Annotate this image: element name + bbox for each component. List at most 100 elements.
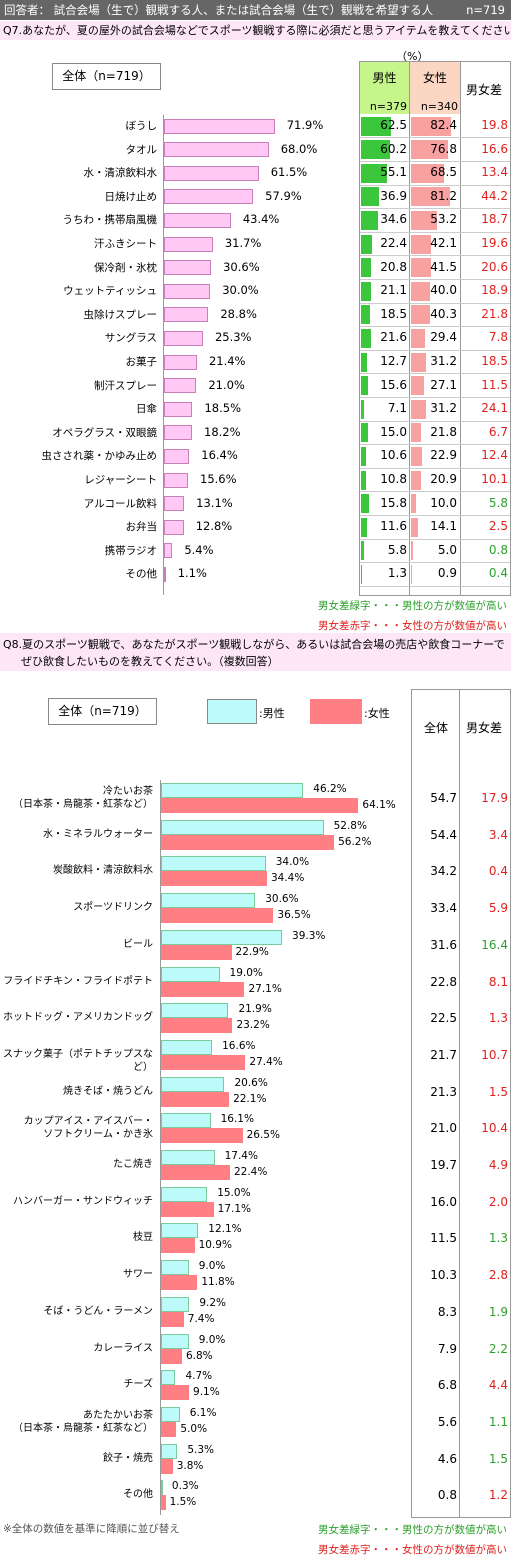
q8-total-value: 16.0 [430, 1194, 457, 1209]
q7-female-bar [411, 470, 422, 490]
q8-diff-value: 1.3 [488, 1011, 508, 1026]
q8-male-bar [161, 1260, 189, 1276]
male-header-cell: 男性 n=379 [360, 62, 409, 114]
q8-female-value: 26.5% [246, 1129, 280, 1142]
q8-category-label: そば・うどん・ラーメン [43, 1305, 153, 1317]
q7-female-value: 76.8 [430, 141, 457, 156]
male-header-label: 男性 [372, 71, 397, 85]
q7-row-line [360, 137, 510, 139]
q7-overall-value: 15.6% [200, 472, 237, 486]
q8-female-value: 23.2% [236, 1019, 270, 1032]
q8-male-value: 39.3% [292, 929, 326, 942]
q7-female-value: 68.5 [430, 165, 457, 180]
q8-male-value: 19.0% [229, 966, 263, 979]
q7-female-bar [411, 541, 414, 561]
q8-category-label: スポーツドリンク [73, 902, 153, 914]
q7-diff-value: 24.1 [481, 401, 508, 416]
q7-unit: （%） [396, 50, 429, 63]
q8-category-label: 餃子・焼売 [103, 1452, 153, 1464]
q7-overall-value: 16.4% [201, 448, 238, 463]
q8-female-value: 9.1% [193, 1386, 220, 1399]
q7-overall-value: 18.5% [204, 401, 242, 416]
q8-category-label: 焼きそば・焼うどん [63, 1085, 153, 1097]
q8-female-value: 1.5% [169, 1496, 197, 1509]
q7-overall-value: 25.3% [214, 330, 252, 345]
q8-question-line1: Q8.夏のスポーツ観戦で、あなたがスポーツ観戦しながら、あるいは試合会場の売店や… [3, 638, 505, 651]
q8-male-value: 5.3% [187, 1443, 214, 1456]
q8-category-label: ハンバーガー・サンドウィッチ [13, 1195, 153, 1207]
q7-row-line [360, 349, 510, 351]
q8-male-value: 12.1% [208, 1223, 242, 1236]
q8-category-label: サワー [123, 1269, 153, 1281]
q7-male-bar [361, 446, 367, 466]
q7-question: Q7.あなたが、夏の屋外の試合会場などでスポーツ観戦する際に必須だと思うアイテム… [0, 21, 511, 40]
q8-category-label: スナック菓子（ポテトチップスなど） [3, 1048, 153, 1073]
q8-female-bar [161, 908, 274, 924]
q7-overall-bar [164, 566, 166, 582]
q7-row-line [360, 184, 510, 186]
q7-row-line [360, 208, 510, 210]
q8-female-bar [161, 1238, 195, 1254]
q7-row-line [360, 491, 510, 493]
q7-category-label: サングラス [104, 332, 157, 345]
q7-row-line [360, 326, 510, 328]
q8-male-value: 46.2% [313, 783, 347, 795]
q8-male-value: 30.6% [265, 893, 299, 906]
q8-female-bar [161, 1128, 243, 1144]
q7-male-bar [361, 541, 364, 561]
q8-overall-label: 全体（n=719） [48, 698, 157, 725]
q7-female-value: 82.4 [430, 118, 457, 132]
q7-legend-red: 男女差赤字・・・女性の方が数値が高い [318, 620, 507, 632]
q8-table-frame [411, 689, 511, 1518]
q7-diff-value: 5.8 [488, 495, 508, 510]
q8-female-bar [161, 871, 267, 887]
q7-male-value: 62.5 [380, 118, 407, 132]
q7-row-line [360, 444, 510, 446]
q7-female-bar [411, 210, 437, 230]
q7-category-label: 虫さされ薬・かゆみ止め [41, 450, 158, 463]
q7-male-bar [361, 470, 367, 490]
q7-row-line [360, 420, 510, 422]
q8-total-value: 22.8 [430, 974, 457, 989]
q7-female-value: 29.4 [430, 330, 457, 345]
q8-legend-female: :女性 [364, 707, 390, 720]
q7-female-value: 40.0 [430, 283, 457, 298]
q7-category-label: お菓子 [125, 356, 158, 368]
q7-male-value: 5.8 [387, 542, 407, 557]
q8-female-bar [161, 1421, 177, 1437]
q7-male-value: 15.6 [380, 377, 407, 392]
q8-category-label: その他 [123, 1489, 153, 1501]
q8-female-bar [161, 1458, 173, 1474]
q7-overall-value: 5.4% [184, 542, 214, 557]
q8-category-label: あたたかいお茶 [83, 1409, 153, 1421]
q7-male-value: 18.5 [380, 306, 407, 321]
q8-female-bar [161, 981, 245, 997]
q7-diff-value: 19.8 [481, 118, 508, 132]
q8-female-value: 64.1% [362, 799, 396, 811]
q7-category-label: ぼうし [125, 120, 158, 132]
q7-overall-bar [164, 260, 212, 276]
q8-male-value: 16.6% [222, 1039, 256, 1052]
q7-diff-value: 11.5 [481, 377, 508, 392]
q7-male-value: 10.8 [380, 472, 407, 486]
q8-male-bar [161, 1296, 190, 1312]
q7-row-line [360, 255, 510, 257]
q8-total-value: 33.4 [430, 901, 457, 916]
q8-total-value: 54.4 [430, 827, 457, 842]
q8-male-value: 20.6% [234, 1076, 268, 1089]
q7-male-bar [361, 140, 390, 160]
q8-category-label: たこ焼き [113, 1159, 153, 1170]
q8-male-bar [161, 1113, 211, 1129]
q7-overall-value: 61.5% [270, 165, 308, 180]
q8-total-value: 31.6 [430, 937, 457, 952]
q7-male-bar [361, 494, 369, 514]
q7-male-value: 20.8 [380, 259, 407, 274]
q7-diff-value: 10.1 [481, 472, 508, 486]
q7-category-label: タオル [125, 143, 158, 156]
q7-female-bar [411, 423, 422, 443]
q7-diff-value: 44.2 [481, 188, 508, 203]
q8-female-value: 22.4% [233, 1166, 268, 1178]
q8-male-value: 52.8% [333, 819, 367, 832]
q7-male-value: 11.6 [380, 519, 407, 534]
q7-female-value: 14.1 [430, 519, 457, 534]
